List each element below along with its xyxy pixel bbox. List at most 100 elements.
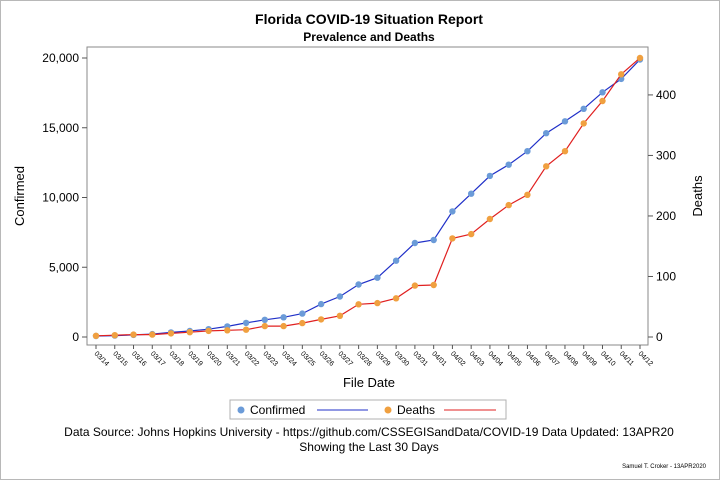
- data-point-confirmed: [336, 293, 344, 300]
- x-tick-label: 03/30: [393, 350, 410, 367]
- y-tick-label: 0: [72, 330, 79, 344]
- data-point-confirmed: [411, 239, 419, 247]
- data-point-deaths: [468, 230, 475, 238]
- y-axis-right: 0 100 200 300 400: [648, 88, 676, 344]
- y-tick-label: 15,000: [42, 121, 79, 135]
- data-point-confirmed: [561, 118, 569, 125]
- data-point-confirmed: [543, 130, 550, 137]
- x-tick-label: 04/01: [430, 350, 447, 367]
- data-point-deaths: [130, 331, 137, 338]
- x-tick-label: 04/04: [487, 350, 504, 367]
- data-point-deaths: [561, 148, 569, 155]
- y2-tick-label: 0: [656, 330, 663, 344]
- y2-tick-label: 100: [656, 269, 676, 283]
- x-tick-label: 04/08: [562, 350, 579, 367]
- x-tick-label: 03/17: [149, 350, 166, 367]
- data-point-deaths: [261, 322, 268, 330]
- x-tick-label: 04/06: [524, 350, 541, 367]
- x-tick-label: 04/07: [543, 350, 560, 367]
- y-tick-label: 10,000: [42, 191, 79, 205]
- x-tick-label: 03/14: [93, 350, 110, 367]
- data-point-deaths: [486, 215, 494, 223]
- legend-label-confirmed: Confirmed: [250, 403, 305, 417]
- data-point-confirmed: [486, 172, 494, 180]
- data-point-confirmed: [242, 319, 250, 327]
- x-tick-label: 03/21: [224, 350, 241, 367]
- series-layer: [92, 54, 644, 340]
- plot-area: [86, 46, 649, 346]
- x-tick-label: 03/19: [186, 350, 203, 367]
- x-tick-label: 03/24: [280, 350, 297, 367]
- data-point-deaths: [449, 235, 456, 242]
- data-point-deaths: [374, 299, 381, 307]
- x-tick-label: 03/22: [243, 350, 260, 367]
- x-tick-label: 03/29: [374, 350, 391, 367]
- y-axis-label: Confirmed: [12, 166, 27, 226]
- data-point-deaths: [336, 312, 344, 319]
- x-tick-label: 03/15: [111, 350, 128, 367]
- footnote-source: Data Source: Johns Hopkins University - …: [64, 425, 674, 439]
- data-point-confirmed: [524, 148, 531, 155]
- data-point-deaths: [205, 327, 212, 335]
- series-line-confirmed: [95, 59, 641, 337]
- x-axis-label: File Date: [343, 375, 395, 390]
- data-point-deaths: [299, 319, 306, 327]
- data-point-deaths: [392, 295, 400, 302]
- data-point-confirmed: [580, 105, 587, 113]
- x-tick-label: 03/27: [336, 350, 353, 367]
- x-tick-label: 03/26: [318, 350, 335, 367]
- y2-tick-label: 400: [656, 88, 676, 102]
- x-tick-label: 03/28: [355, 350, 372, 367]
- x-tick-label: 03/31: [411, 350, 428, 367]
- x-tick-label: 04/03: [468, 350, 485, 367]
- data-point-deaths: [224, 327, 231, 334]
- legend-label-deaths: Deaths: [397, 403, 435, 417]
- data-point-deaths: [599, 97, 606, 105]
- data-point-deaths: [317, 316, 325, 323]
- x-tick-label: 03/18: [168, 350, 185, 367]
- data-point-confirmed: [505, 161, 512, 168]
- data-point-deaths: [280, 322, 287, 330]
- data-point-deaths: [505, 201, 512, 209]
- data-point-deaths: [92, 332, 100, 339]
- data-point-deaths: [411, 282, 419, 289]
- x-tick-label: 04/12: [637, 350, 654, 367]
- y-tick-label: 5,000: [49, 260, 79, 274]
- data-point-deaths: [636, 54, 644, 62]
- data-point-confirmed: [261, 316, 268, 323]
- x-tick-label: 04/05: [505, 350, 522, 367]
- data-point-deaths: [430, 281, 437, 289]
- x-axis: 03/14 03/15 03/16 03/17 03/18 03/19 03/20 03/21…: [93, 345, 654, 368]
- y2-tick-label: 300: [656, 148, 676, 162]
- x-tick-label: 04/11: [618, 350, 635, 367]
- x-tick-label: 03/16: [130, 350, 147, 367]
- x-tick-label: 03/25: [299, 350, 316, 367]
- data-point-deaths: [618, 71, 625, 78]
- data-point-confirmed: [355, 281, 362, 288]
- data-point-deaths: [186, 329, 193, 336]
- data-point-confirmed: [449, 208, 456, 215]
- data-point-confirmed: [392, 257, 400, 264]
- footnote-range: Showing the Last 30 Days: [299, 440, 438, 454]
- legend: Confirmed Deaths: [229, 399, 507, 420]
- x-tick-label: 03/20: [205, 350, 222, 367]
- data-point-confirmed: [299, 310, 306, 317]
- data-point-deaths: [543, 163, 550, 170]
- legend-box: [229, 399, 507, 420]
- data-point-confirmed: [468, 190, 475, 197]
- data-point-deaths: [111, 332, 119, 339]
- y-axis-left: 0 5,000 10,000 15,000 20,000: [42, 51, 87, 344]
- series-line-deaths: [95, 57, 641, 337]
- data-point-confirmed: [599, 89, 606, 96]
- y2-tick-label: 200: [656, 209, 676, 223]
- x-tick-label: 04/02: [449, 350, 466, 367]
- data-point-confirmed: [374, 274, 381, 281]
- legend-marker-confirmed: [237, 406, 245, 414]
- y2-axis-label: Deaths: [690, 175, 705, 217]
- x-tick-label: 04/10: [599, 350, 616, 367]
- data-point-deaths: [355, 301, 362, 308]
- x-tick-label: 03/23: [261, 350, 278, 367]
- author-credit: Samuel T. Croker - 13APR2020: [622, 464, 707, 470]
- data-point-deaths: [167, 330, 175, 337]
